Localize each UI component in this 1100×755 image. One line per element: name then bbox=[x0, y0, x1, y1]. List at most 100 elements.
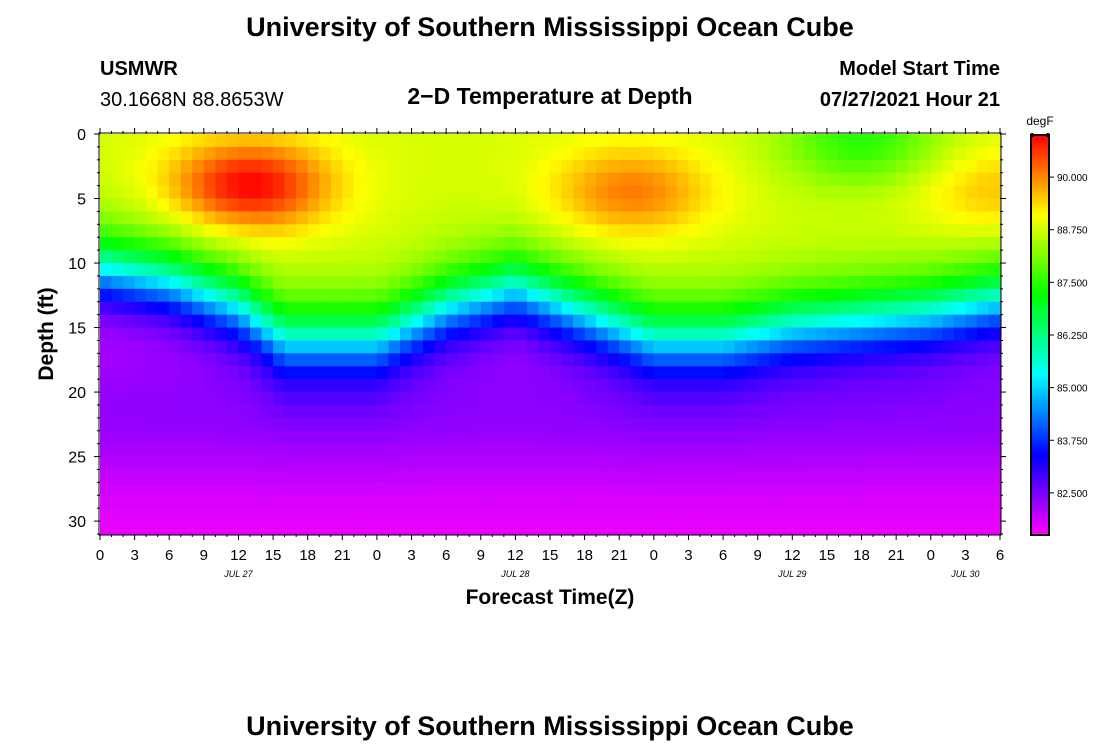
heatmap-cell bbox=[538, 469, 551, 483]
heatmap-cell bbox=[653, 288, 666, 303]
heatmap-cell bbox=[550, 430, 563, 445]
heatmap-cell bbox=[192, 159, 205, 174]
heatmap-cell bbox=[619, 482, 632, 496]
heatmap-cell bbox=[307, 327, 320, 342]
heatmap-cell bbox=[676, 392, 690, 406]
colorbar-band bbox=[1031, 200, 1049, 204]
heatmap-cell bbox=[630, 224, 643, 238]
heatmap-cell bbox=[688, 301, 701, 316]
heatmap-cell bbox=[907, 417, 920, 432]
heatmap-cell bbox=[976, 392, 990, 406]
heatmap-cell bbox=[376, 482, 390, 496]
heatmap-cell bbox=[469, 495, 482, 509]
heatmap-cell bbox=[296, 250, 309, 264]
heatmap-cell bbox=[953, 353, 966, 367]
heatmap-cell bbox=[376, 392, 390, 406]
heatmap-cell bbox=[353, 211, 366, 225]
heatmap-cell bbox=[665, 275, 678, 290]
heatmap-cell bbox=[746, 288, 759, 303]
heatmap-cell bbox=[780, 482, 793, 496]
heatmap-cell bbox=[746, 366, 759, 380]
heatmap-cell bbox=[723, 275, 736, 290]
heatmap-cell bbox=[826, 482, 840, 496]
heatmap-cell bbox=[596, 185, 609, 200]
heatmap-cell bbox=[180, 172, 193, 187]
heatmap-cell bbox=[780, 353, 793, 367]
heatmap-cell bbox=[203, 456, 216, 471]
heatmap-cell bbox=[284, 469, 297, 483]
heatmap-cell bbox=[342, 146, 355, 161]
heatmap-cell bbox=[446, 482, 459, 496]
heatmap-cell bbox=[307, 250, 320, 264]
heatmap-cell bbox=[792, 430, 805, 445]
heatmap-cell bbox=[676, 172, 690, 187]
heatmap-cell bbox=[238, 482, 251, 496]
heatmap-cell bbox=[538, 237, 551, 251]
heatmap-cell bbox=[365, 146, 378, 161]
heatmap-cell bbox=[169, 146, 182, 161]
heatmap-cell bbox=[330, 224, 343, 238]
heatmap-cell bbox=[653, 379, 666, 393]
heatmap-cell bbox=[457, 263, 470, 277]
heatmap-cell bbox=[434, 340, 447, 354]
heatmap-cell bbox=[376, 327, 390, 342]
heatmap-cell bbox=[642, 392, 655, 406]
colorbar-band bbox=[1031, 135, 1049, 139]
heatmap-cell bbox=[261, 340, 274, 354]
colorbar-band bbox=[1031, 257, 1049, 261]
heatmap-cell bbox=[526, 314, 540, 329]
colorbar-band bbox=[1031, 325, 1049, 329]
colorbar-band bbox=[1031, 422, 1049, 426]
heatmap-cell bbox=[607, 263, 620, 277]
heatmap-cell bbox=[861, 224, 874, 238]
heatmap-cell bbox=[826, 469, 840, 483]
heatmap-cell bbox=[469, 443, 482, 458]
heatmap-cell bbox=[965, 430, 978, 445]
heatmap-cell bbox=[780, 301, 793, 316]
heatmap-cell bbox=[861, 521, 874, 535]
heatmap-cell bbox=[457, 353, 470, 367]
heatmap-cell bbox=[861, 314, 874, 329]
heatmap-cell bbox=[400, 314, 413, 329]
heatmap-cell bbox=[976, 366, 990, 380]
heatmap-cell bbox=[780, 146, 793, 161]
heatmap-cell bbox=[319, 314, 332, 329]
heatmap-cell bbox=[642, 404, 655, 419]
heatmap-cell bbox=[492, 340, 505, 354]
heatmap-cell bbox=[123, 366, 136, 380]
heatmap-cell bbox=[330, 379, 343, 393]
heatmap-cell bbox=[919, 172, 932, 187]
heatmap-cell bbox=[515, 469, 528, 483]
heatmap-cell bbox=[180, 224, 193, 238]
heatmap-cell bbox=[850, 146, 863, 161]
heatmap-cell bbox=[700, 134, 713, 148]
heatmap-cell bbox=[365, 211, 378, 225]
heatmap-cell bbox=[746, 508, 759, 522]
heatmap-cell bbox=[457, 430, 470, 445]
heatmap-cell bbox=[215, 392, 228, 406]
heatmap-cell bbox=[296, 404, 309, 419]
x-tick-label: 9 bbox=[477, 547, 485, 564]
heatmap-cell bbox=[203, 430, 216, 445]
heatmap-cell bbox=[538, 508, 551, 522]
heatmap-cell bbox=[273, 366, 286, 380]
heatmap-cell bbox=[100, 263, 113, 277]
heatmap-cell bbox=[746, 353, 759, 367]
heatmap-cell bbox=[573, 379, 586, 393]
heatmap-cell bbox=[850, 392, 863, 406]
heatmap-cell bbox=[446, 353, 459, 367]
heatmap-cell bbox=[330, 508, 343, 522]
heatmap-cell bbox=[273, 482, 286, 496]
colorbar-band bbox=[1031, 160, 1049, 164]
heatmap-cell bbox=[123, 353, 136, 367]
heatmap-cell bbox=[296, 495, 309, 509]
heatmap-cell bbox=[711, 495, 724, 509]
heatmap-cell bbox=[192, 224, 205, 238]
heatmap-cell bbox=[861, 301, 874, 316]
heatmap-cell bbox=[573, 469, 586, 483]
heatmap-cell bbox=[215, 224, 228, 238]
heatmap-cell bbox=[584, 482, 597, 496]
heatmap-cell bbox=[792, 495, 805, 509]
heatmap-cell bbox=[180, 353, 193, 367]
heatmap-cell bbox=[250, 224, 263, 238]
